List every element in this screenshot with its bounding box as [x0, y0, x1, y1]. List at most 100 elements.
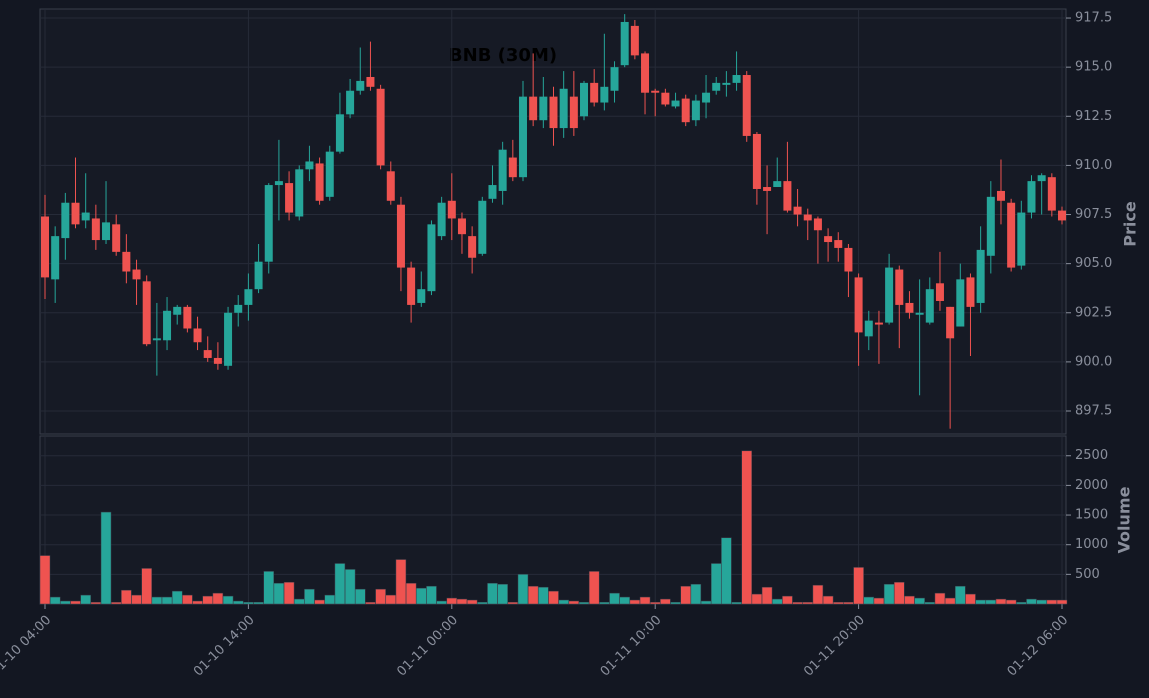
y2-tick-label: 500: [1075, 567, 1100, 582]
candle-body: [234, 304, 243, 313]
volume-bar: [822, 595, 834, 605]
candle-body: [437, 202, 446, 237]
candle-body: [142, 281, 151, 345]
volume-bar: [924, 601, 936, 605]
candle-body: [132, 269, 141, 280]
volume-bar: [761, 586, 773, 605]
volume-bar: [660, 598, 671, 605]
candle-body: [407, 267, 416, 305]
candle-body: [996, 190, 1005, 201]
candle-body: [1017, 212, 1026, 266]
volume-bar: [100, 511, 112, 605]
volume-bar: [843, 601, 854, 605]
volume-bar: [944, 597, 956, 605]
candle-body: [447, 200, 456, 219]
candle-body: [722, 82, 731, 85]
y-tick-label: 905.0: [1075, 256, 1112, 271]
candle-body: [285, 183, 294, 213]
candle-body: [335, 114, 344, 152]
candle-body: [661, 92, 670, 105]
volume-bar: [538, 586, 549, 605]
candle-body: [803, 214, 812, 221]
volume-bar: [39, 555, 51, 605]
volume-bar: [446, 597, 458, 605]
candle-body: [580, 82, 589, 117]
candle-body: [956, 279, 965, 327]
y2-tick-label: 2000: [1075, 478, 1108, 493]
candle-body: [457, 218, 466, 235]
candle-body: [112, 224, 121, 252]
y-tick-label: 900.0: [1075, 354, 1112, 369]
volume-bar: [80, 594, 91, 605]
candle-body: [712, 82, 721, 91]
volume-bar: [121, 589, 132, 605]
candle-body: [824, 236, 833, 243]
candle-body: [529, 96, 538, 121]
y-tick-label: 915.0: [1075, 60, 1112, 75]
volume-bar: [741, 450, 752, 605]
candle-body: [498, 149, 507, 191]
candle-body: [1047, 177, 1056, 211]
volume-bar: [232, 600, 244, 605]
volume-bar: [995, 598, 1007, 605]
volume-bar: [853, 567, 864, 605]
volume-bar: [792, 601, 803, 605]
candle-body: [91, 218, 100, 241]
volume-bar: [690, 584, 702, 605]
candle-body: [986, 196, 995, 256]
candle-body: [102, 222, 111, 241]
candle-body: [895, 269, 904, 305]
y2-tick-label: 1000: [1075, 537, 1108, 552]
volume-bar: [721, 537, 732, 605]
candle-body: [244, 289, 253, 305]
volume-bar: [934, 592, 946, 605]
candle-body: [681, 98, 690, 123]
volume-bar: [914, 597, 925, 605]
candle-body: [163, 310, 172, 341]
candle-body: [915, 312, 924, 315]
volume-bar: [507, 601, 519, 605]
candle-body: [518, 96, 527, 178]
volume-bar: [60, 600, 71, 605]
volume-bar: [253, 601, 264, 605]
volume-bar: [802, 601, 813, 605]
volume-bar: [1016, 601, 1027, 605]
candle-body: [620, 21, 629, 66]
volume-bar: [558, 599, 569, 605]
y2-axis-label: Volume: [1115, 486, 1134, 553]
volume-bar: [161, 596, 173, 605]
y-tick-label: 902.5: [1075, 305, 1112, 320]
candle-body: [173, 306, 182, 315]
volume-bar: [670, 601, 681, 605]
volume-bar: [731, 601, 742, 605]
candle-body: [376, 88, 385, 166]
candle-body: [641, 53, 650, 93]
candle-body: [264, 185, 273, 262]
candle-body: [71, 202, 80, 225]
candle-body: [813, 218, 822, 231]
volume-bar: [833, 601, 844, 605]
volume-bar: [385, 594, 397, 605]
candle-body: [478, 200, 487, 254]
volume-bar: [771, 598, 783, 605]
candle-body: [549, 96, 558, 129]
volume-bar: [304, 588, 315, 605]
candle-body: [630, 25, 639, 56]
y-tick-label: 907.5: [1075, 207, 1112, 222]
candle-body: [1027, 181, 1036, 213]
volume-bar: [110, 601, 122, 605]
volume-bar: [649, 601, 661, 605]
volume-bar: [894, 581, 905, 605]
volume-bar: [487, 582, 498, 605]
volume-bar: [314, 599, 325, 605]
volume-bar: [90, 601, 102, 605]
volume-bar: [334, 563, 346, 605]
volume-bar: [49, 596, 61, 605]
candle-body: [763, 187, 772, 191]
y-tick-label: 910.0: [1075, 158, 1112, 173]
y2-tick-label: 1500: [1075, 508, 1108, 523]
candle-body: [610, 67, 619, 91]
volume-bar: [405, 582, 417, 605]
volume-bar: [812, 584, 824, 605]
candle-body: [732, 75, 741, 83]
